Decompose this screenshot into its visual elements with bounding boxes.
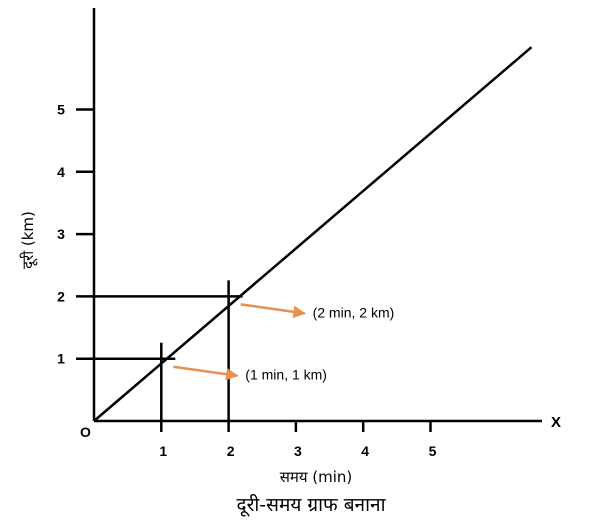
origin-label: O (80, 424, 91, 440)
y-tick-label: 3 (57, 226, 65, 242)
y-tick-label: 4 (57, 164, 65, 180)
y-tick-label: 2 (57, 288, 65, 304)
x-tick-label: 1 (159, 443, 167, 459)
x-axis-letter: X (551, 414, 561, 431)
x-tick-label: 4 (361, 443, 369, 459)
x-axis-label: समय (min) (280, 468, 353, 486)
x-tick-label: 5 (429, 443, 437, 459)
series-layer (93, 46, 533, 422)
x-tick-label: 3 (294, 443, 302, 459)
annotation-arrow (240, 303, 306, 319)
y-ticks: 1 2 3 4 5 (57, 102, 94, 367)
annotation-label: (1 min, 1 km) (245, 367, 327, 383)
series-line (93, 46, 533, 422)
annotation-label: (2 min, 2 km) (313, 304, 395, 320)
x-tick-label: 2 (227, 443, 235, 459)
y-tick-label: 5 (57, 102, 65, 118)
x-ticks: 1 2 3 4 5 (159, 421, 437, 459)
annotation-arrow (173, 365, 239, 381)
annotation-layer: (2 min, 2 km) (1 min, 1 km) (94, 280, 394, 421)
y-axis-label: दूरी (km) (19, 211, 38, 269)
y-tick-label: 1 (57, 351, 65, 367)
chart-caption: दूरी-समय ग्राफ बनाना (236, 493, 386, 517)
